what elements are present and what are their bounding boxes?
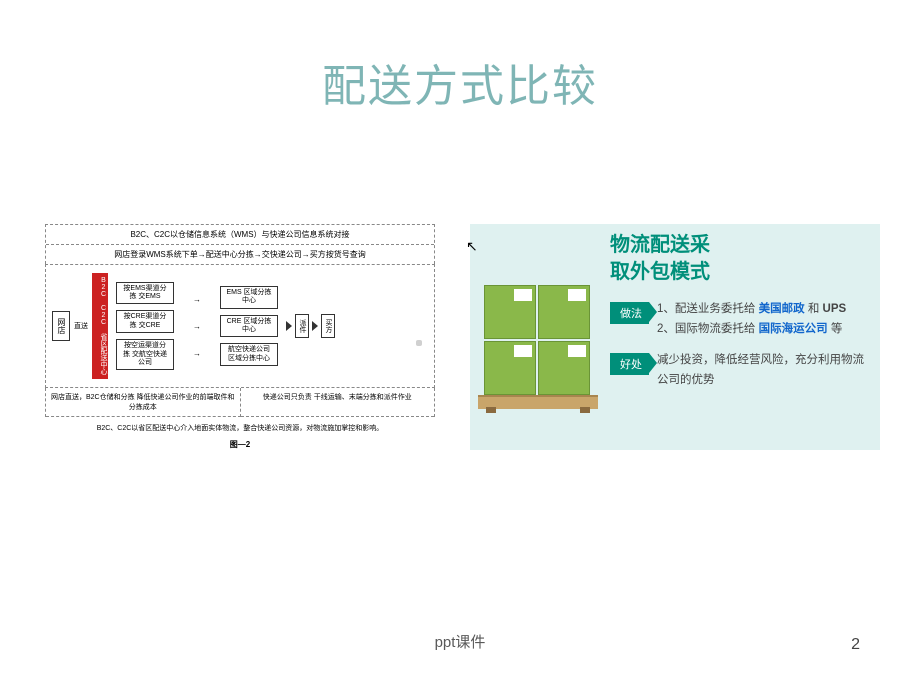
box-icon — [538, 285, 590, 339]
outsourcing-text: 物流配送采 取外包模式 做法 1、配送业务委托给 美国邮政 和 UPS 2、国际… — [610, 232, 866, 402]
diagram-header-1: B2C、C2C以仓储信息系统（WMS）与快递公司信息系统对接 — [52, 229, 428, 240]
buyer-box: 买方 — [321, 314, 335, 338]
intl-shipping-label: 国际海运公司 — [759, 323, 828, 335]
triangle-icon — [312, 321, 318, 331]
page-number: 2 — [851, 636, 860, 654]
arrow-icon: → — [193, 322, 201, 331]
animation-marker-icon — [416, 340, 422, 346]
diagram-footer-right: 快递公司只负责 干线运输、末端分拣和派件作业 — [241, 388, 435, 417]
sort-column: 按EMS渠道分拣 交EMS 按CRE渠道分拣 交CRE 按空运渠道分拣 交航空快… — [116, 282, 174, 371]
benefit-row: 好处 减少投资，降低经营风险，充分利用物流公司的优势 — [610, 351, 866, 390]
sort-box-air: 按空运渠道分拣 交航空快递公司 — [116, 339, 174, 370]
diagram-bottom-text: B2C、C2C以省区配送中心介入地面实体物流，整合快递公司资源，对物流施加掌控和… — [45, 417, 435, 435]
slide-title: 配送方式比较 — [0, 0, 920, 114]
pallet-icon — [478, 395, 598, 409]
direct-label: 直送 — [74, 321, 88, 331]
method-body: 1、配送业务委托给 美国邮政 和 UPS 2、国际物流委托给 国际海运公司 等 — [657, 300, 846, 339]
content-area: B2C、C2C以仓储信息系统（WMS）与快递公司信息系统对接 网店登录WMS系统… — [0, 114, 920, 450]
benefit-body: 减少投资，降低经营风险，充分利用物流公司的优势 — [657, 351, 866, 390]
box-icon — [484, 285, 536, 339]
arrow-icon: → — [193, 349, 201, 358]
region-column: EMS 区域分拣中心 CRE 区域分拣中心 航空快递公司 区域分拣中心 — [220, 286, 278, 366]
distribution-center-box: B2C C2C 省区配送中心 — [92, 273, 108, 379]
region-box-air: 航空快递公司 区域分拣中心 — [220, 343, 278, 366]
figure-label: 图—2 — [45, 435, 435, 450]
diagram-footer-left: 网店直送，B2C仓储和分拣 降低快递公司作业的前端取件和分拣成本 — [46, 388, 241, 417]
outsourcing-panel: ↖ 物流配送采 取外包模式 做法 1、配送业务委托给 美国邮政 和 UPS 2、… — [470, 224, 880, 450]
diagram-header: B2C、C2C以仓储信息系统（WMS）与快递公司信息系统对接 网店登录WMS系统… — [45, 224, 435, 264]
deliver-box: 派件 — [295, 314, 309, 338]
usps-label: 美国邮政 — [759, 303, 805, 315]
arrow-column: → → → — [178, 295, 216, 358]
footer-label: ppt课件 — [0, 631, 920, 652]
region-box-ems: EMS 区域分拣中心 — [220, 286, 278, 309]
diagram-footer-row: 网店直送，B2C仓储和分拣 降低快递公司作业的前端取件和分拣成本 快递公司只负责… — [45, 388, 435, 417]
arrow-icon: → — [193, 295, 201, 304]
method-line2b: 等 — [831, 323, 843, 335]
diagram-body: 网店 直送 B2C C2C 省区配送中心 按EMS渠道分拣 交EMS 按CRE渠… — [45, 264, 435, 388]
ups-label: UPS — [823, 303, 847, 315]
box-icon — [538, 341, 590, 395]
boxes-illustration — [478, 274, 598, 409]
box-icon — [484, 341, 536, 395]
sort-box-cre: 按CRE渠道分拣 交CRE — [116, 310, 174, 333]
method-line1b: 和 — [808, 303, 820, 315]
triangle-icon — [286, 321, 292, 331]
flow-diagram: B2C、C2C以仓储信息系统（WMS）与快递公司信息系统对接 网店登录WMS系统… — [45, 224, 435, 450]
outsourcing-title: 物流配送采 取外包模式 — [610, 232, 866, 286]
region-box-cre: CRE 区域分拣中心 — [220, 315, 278, 338]
method-line1a: 1、配送业务委托给 — [657, 303, 755, 315]
deliver-column: 派件 买方 — [286, 314, 335, 338]
method-badge: 做法 — [610, 302, 649, 324]
cursor-icon: ↖ — [466, 238, 478, 255]
sort-box-ems: 按EMS渠道分拣 交EMS — [116, 282, 174, 305]
benefit-badge: 好处 — [610, 353, 649, 375]
method-line2a: 2、国际物流委托给 — [657, 323, 755, 335]
method-row: 做法 1、配送业务委托给 美国邮政 和 UPS 2、国际物流委托给 国际海运公司… — [610, 300, 866, 339]
store-box: 网店 — [52, 311, 70, 341]
diagram-header-2: 网店登录WMS系统下单→配送中心分拣→交快递公司→买方按货号查询 — [46, 244, 434, 260]
